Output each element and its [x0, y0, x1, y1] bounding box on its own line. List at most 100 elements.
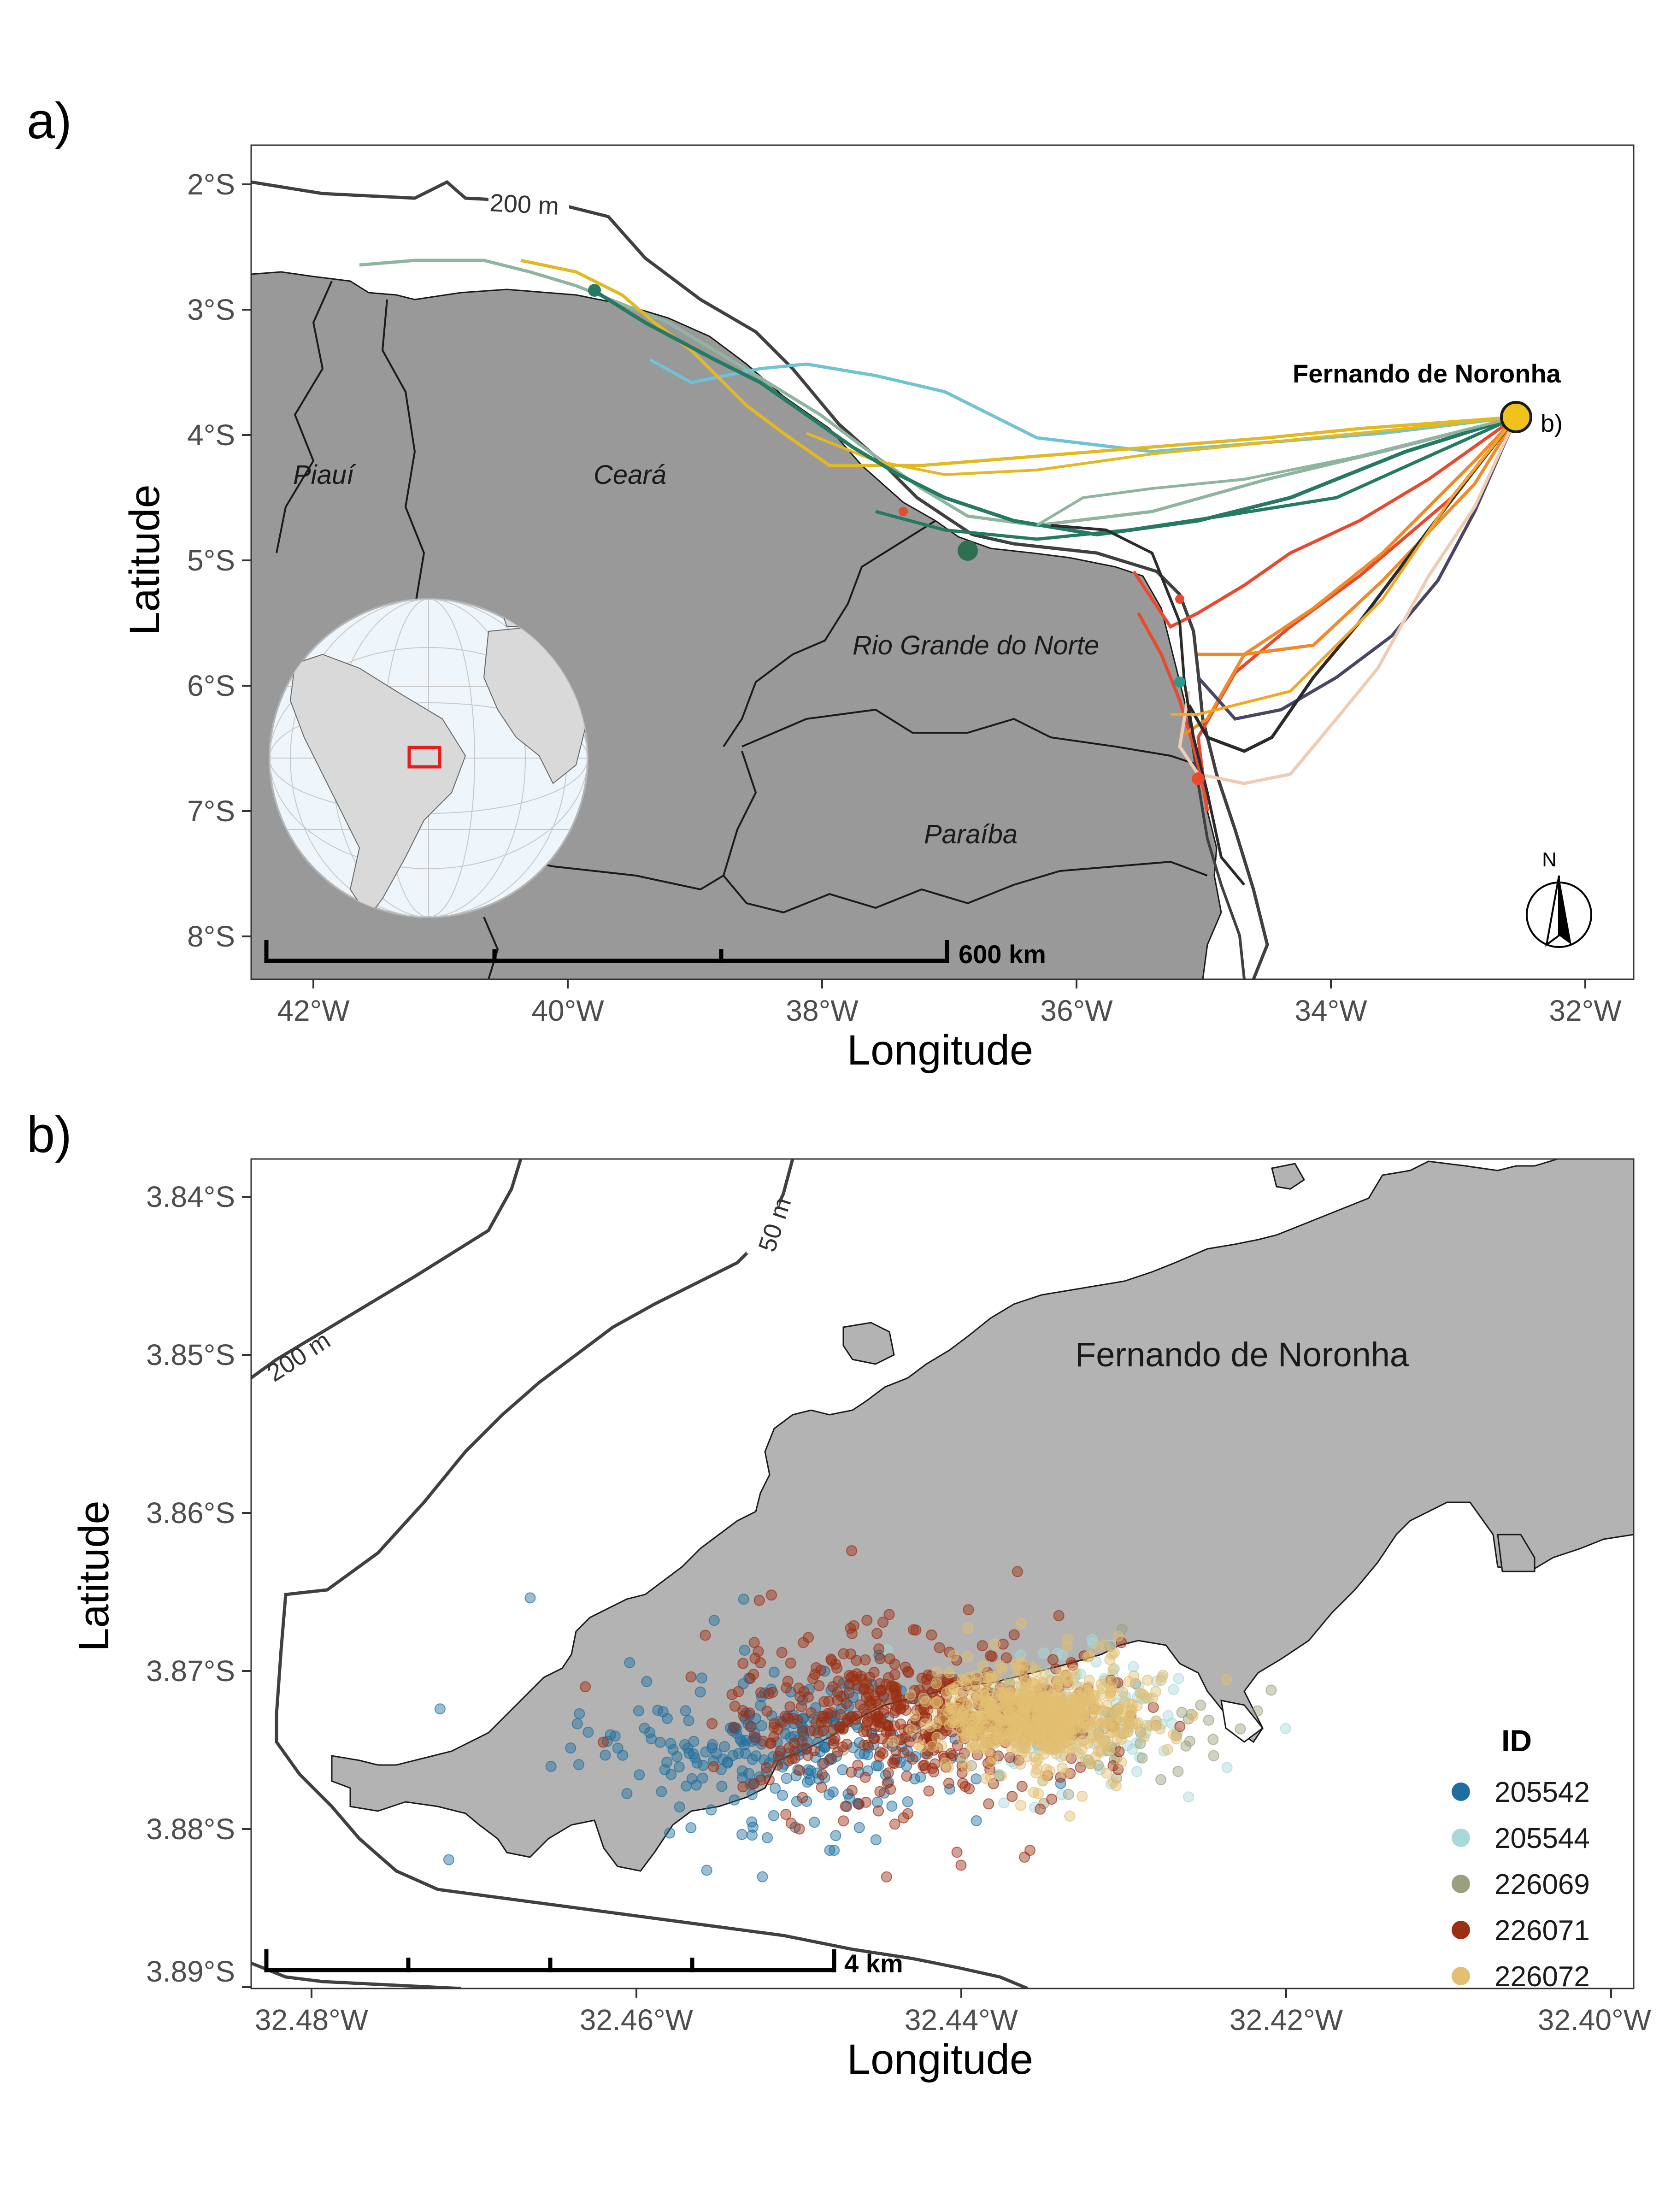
point-226072 [930, 1678, 942, 1689]
point-226071 [818, 1696, 830, 1707]
point-226072 [1015, 1800, 1026, 1811]
point-205542 [601, 1735, 613, 1747]
point-226072 [978, 1727, 989, 1738]
point-226072 [1147, 1693, 1158, 1704]
point-226072 [1084, 1650, 1095, 1661]
point-226071 [871, 1628, 882, 1639]
track-7 [1036, 416, 1517, 527]
point-226072 [991, 1687, 1003, 1699]
border-piaui-west [276, 281, 333, 553]
point-205542 [739, 1645, 750, 1656]
point-226072 [940, 1757, 951, 1769]
point-226072 [916, 1741, 927, 1753]
point-205542 [971, 1815, 982, 1826]
point-226071 [1047, 1654, 1059, 1665]
point-205544 [1280, 1723, 1291, 1734]
islet-2 [1271, 1163, 1305, 1190]
point-226072 [948, 1684, 960, 1696]
point-226071 [1113, 1746, 1125, 1758]
point-226069 [1136, 1752, 1148, 1764]
point-226071 [769, 1718, 780, 1730]
point-226072 [966, 1742, 977, 1753]
point-226072 [1138, 1731, 1150, 1743]
island-fernando-de-noronha [331, 1159, 1634, 1872]
point-226072 [1095, 1745, 1106, 1756]
point-226071 [997, 1638, 1009, 1650]
point-226071 [1053, 1610, 1065, 1621]
scalebar-a-label: 600 km [959, 940, 1046, 969]
point-226071 [908, 1624, 919, 1635]
point-205542 [664, 1827, 676, 1839]
point-226072 [1000, 1720, 1012, 1731]
point-226072 [932, 1696, 943, 1707]
point-226072 [1062, 1634, 1073, 1645]
point-205542 [802, 1777, 813, 1788]
legend-label-226069: 226069 [1494, 1869, 1590, 1900]
legend: ID 205542 205544 226069 226071 226072 [1452, 1724, 1590, 1993]
b-y-tick-384: 3.84°S [146, 1180, 235, 1213]
track-6 [875, 415, 1517, 541]
point-226072 [967, 1685, 978, 1696]
point-226072 [1162, 1744, 1173, 1755]
point-226072 [1101, 1718, 1112, 1730]
point-226072 [1112, 1733, 1123, 1745]
point-205542 [621, 1788, 633, 1799]
b-x-tick-3242: 32.42°W [1230, 2003, 1343, 2036]
point-226071 [873, 1643, 885, 1655]
point-226072 [1096, 1705, 1108, 1717]
point-205542 [674, 1801, 685, 1813]
point-205542 [870, 1834, 882, 1846]
point-226072 [905, 1689, 916, 1700]
track-5 [588, 286, 1517, 537]
point-226072 [1087, 1732, 1098, 1743]
track-11 [1198, 416, 1518, 656]
panel-b-frame [250, 1158, 1635, 1989]
point-226072 [1076, 1694, 1087, 1706]
point-226069 [1186, 1708, 1197, 1720]
point-226071 [1046, 1794, 1058, 1805]
point-226072 [1155, 1675, 1167, 1686]
island-label-a: Fernando de Noronha [1293, 359, 1561, 388]
a-x-tick-38w: 38°W [786, 994, 859, 1027]
point-205542 [696, 1672, 707, 1684]
contour-label-bg-200 [461, 1316, 530, 1375]
point-226072 [980, 1772, 991, 1784]
point-226071 [874, 1751, 885, 1762]
point-205542 [545, 1761, 557, 1772]
point-226072 [944, 1667, 955, 1678]
contour-200m-b-lower [251, 1961, 461, 1988]
point-205542 [656, 1786, 667, 1797]
point-226071 [1147, 1702, 1159, 1713]
point-226069 [1063, 1788, 1074, 1800]
point-226072 [1108, 1777, 1119, 1788]
legend-swatch-226069 [1452, 1875, 1470, 1893]
point-226071 [766, 1589, 777, 1601]
point-226072 [1041, 1764, 1052, 1775]
point-226072 [931, 1731, 943, 1743]
point-226069 [1195, 1700, 1206, 1711]
legend-swatch-226071 [1452, 1921, 1470, 1939]
point-226071 [794, 1823, 805, 1835]
point-205544 [998, 1797, 1010, 1809]
point-226072 [1147, 1719, 1158, 1731]
point-226071 [806, 1707, 817, 1718]
islet-1 [842, 1322, 895, 1365]
a-x-axis-title: Longitude [847, 1027, 1033, 1074]
point-205542 [633, 1705, 644, 1717]
point-205542 [524, 1592, 536, 1604]
point-205542 [697, 1772, 708, 1784]
point-205542 [915, 1771, 926, 1783]
point-226072 [985, 1757, 996, 1768]
point-226071 [1174, 1721, 1186, 1732]
point-205542 [853, 1822, 865, 1833]
point-226071 [785, 1657, 796, 1669]
point-226072 [955, 1690, 966, 1702]
point-226072 [967, 1721, 978, 1732]
scalebar-b-label: 4 km [844, 1949, 903, 1978]
point-226071 [813, 1680, 825, 1691]
point-226072 [1022, 1726, 1034, 1737]
point-205542 [873, 1760, 884, 1771]
point-226072 [1030, 1767, 1041, 1779]
point-226071 [776, 1647, 788, 1658]
point-205542 [790, 1770, 802, 1782]
